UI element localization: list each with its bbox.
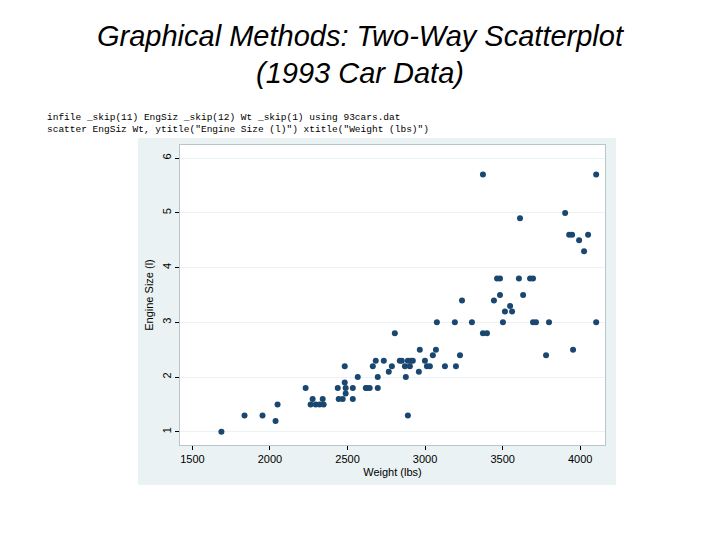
html-text:(1993 Car Data): (1993 Car Data): [256, 57, 464, 89]
html-text:infile _skip(11) EngSiz _skip(: infile _skip(11) EngSiz _skip(12) Wt _sk…: [47, 112, 401, 123]
svg-text:4: 4: [161, 263, 173, 269]
svg-text:4000: 4000: [568, 453, 592, 465]
svg-text:2000: 2000: [258, 453, 282, 465]
html-text:Graphical Methods: Two-Way Sca: Graphical Methods: Two-Way Scatterplot: [97, 20, 623, 52]
svg-text:2: 2: [161, 372, 173, 378]
svg-text:3500: 3500: [490, 453, 514, 465]
svg-text:3: 3: [161, 318, 173, 324]
svg-text:Engine Size (l): Engine Size (l): [143, 259, 155, 331]
html-text:scatter EngSiz Wt, ytitle("Eng: scatter EngSiz Wt, ytitle("Engine Size (…: [47, 124, 429, 135]
svg-text:5: 5: [161, 208, 173, 214]
svg-text:Weight (lbs): Weight (lbs): [363, 466, 421, 478]
svg-text:1: 1: [161, 427, 173, 433]
svg-text:3000: 3000: [413, 453, 437, 465]
svg-text:2500: 2500: [335, 453, 359, 465]
svg-text:6: 6: [161, 153, 173, 159]
svg-text:1500: 1500: [180, 453, 204, 465]
